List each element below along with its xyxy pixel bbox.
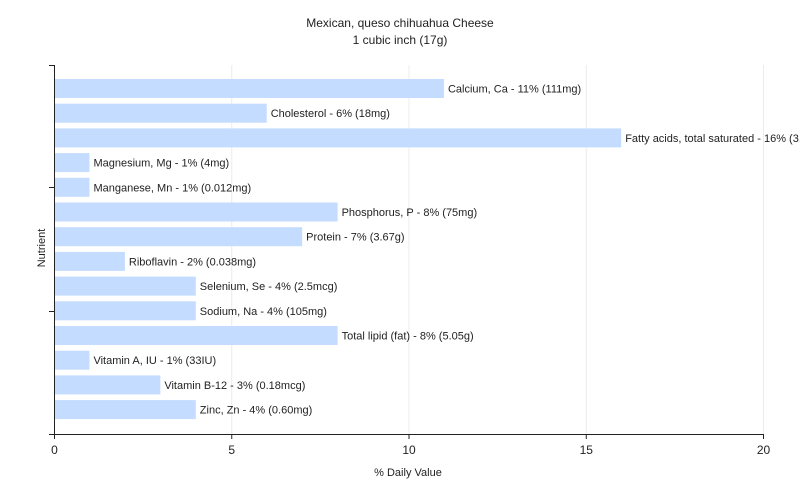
chart-subtitle: 1 cubic inch (17g)	[353, 33, 448, 47]
bar-14	[55, 400, 196, 420]
bars: Calcium, Ca - 11% (111mg) Cholesterol - 6…	[55, 79, 800, 420]
bar-8	[55, 251, 125, 271]
bar-11	[55, 326, 338, 345]
bar-13	[55, 375, 161, 395]
gridlines	[231, 65, 764, 434]
bar-label-6: Phosphorus, P - 8% (75mg)	[342, 207, 478, 219]
bar-1	[55, 79, 444, 98]
bar-label-12: Vitamin A, IU - 1% (33IU)	[93, 355, 216, 367]
bar-4	[55, 153, 90, 173]
y-axis-label: Nutrient	[36, 229, 48, 268]
bar-label-1: Calcium, Ca - 11% (111mg)	[448, 84, 581, 96]
bar-5	[55, 177, 90, 197]
x-tick-label-0: 0	[51, 443, 58, 457]
bar-3	[55, 128, 622, 148]
bar-10	[55, 301, 196, 321]
bar-6	[55, 202, 338, 222]
bar-label-7: Protein - 7% (3.67g)	[306, 232, 404, 244]
bar-label-4: Magnesium, Mg - 1% (4mg)	[93, 158, 229, 170]
x-tick-label-20: 20	[757, 443, 771, 457]
bar-7	[55, 227, 303, 247]
bar-label-14: Zinc, Zn - 4% (0.60mg)	[200, 405, 312, 417]
axes: 0 5 10 15 20	[49, 65, 770, 457]
bar-label-5: Manganese, Mn - 1% (0.012mg)	[93, 182, 251, 194]
bar-9	[55, 276, 196, 296]
x-tick-label-10: 10	[402, 443, 416, 457]
bar-label-8: Riboflavin - 2% (0.038mg)	[129, 256, 256, 268]
bar-label-2: Cholesterol - 6% (18mg)	[271, 108, 390, 120]
x-tick-label-15: 15	[580, 443, 594, 457]
bar-label-10: Sodium, Na - 4% (105mg)	[200, 306, 327, 318]
bar-2	[55, 103, 267, 123]
bar-label-3: Fatty acids, total saturated - 16% (3.20…	[625, 133, 800, 145]
bar-label-9: Selenium, Se - 4% (2.5mcg)	[200, 281, 338, 293]
chart-title: Mexican, queso chihuahua Cheese	[306, 16, 494, 30]
bar-12	[55, 350, 90, 370]
x-tick-label-5: 5	[228, 443, 235, 457]
x-axis-label: % Daily Value	[374, 467, 442, 479]
bar-label-13: Vitamin B-12 - 3% (0.18mcg)	[164, 380, 305, 392]
bar-label-11: Total lipid (fat) - 8% (5.05g)	[342, 331, 474, 343]
